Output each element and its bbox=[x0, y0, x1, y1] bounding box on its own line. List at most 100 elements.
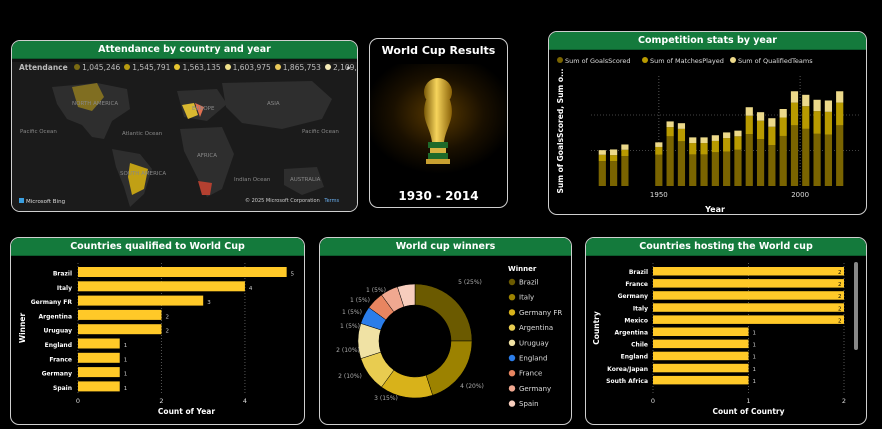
legend-next-icon[interactable]: ▸ bbox=[347, 63, 351, 72]
attendance-legend-value: 2,109,723 bbox=[332, 63, 357, 72]
competition-legend-label: Sum of MatchesPlayed bbox=[650, 57, 724, 65]
bar-x-axis-label: Count of Country bbox=[712, 407, 784, 416]
bing-logo: Microsoft Bing bbox=[19, 198, 65, 205]
bar bbox=[78, 381, 120, 392]
attendance-legend-value: 1,603,975 bbox=[232, 63, 271, 72]
winners-donut-chart[interactable]: 5 (25%) 4 (20%) 3 (15%) 2 (10%) 2 (10%) 1 (5%… bbox=[320, 256, 571, 424]
map-label: Atlantic Ocean bbox=[122, 131, 163, 137]
competition-legend-label: Sum of GoalsScored bbox=[565, 57, 631, 65]
competition-bar-segment bbox=[655, 142, 663, 147]
bar-y-axis-label: Country bbox=[592, 311, 601, 345]
map-copyright: © 2025 Microsoft Corporation Terms bbox=[245, 198, 339, 204]
attendance-legend-value: 1,045,246 bbox=[82, 63, 121, 72]
donut-legend-dot-icon bbox=[508, 385, 516, 392]
bar-value-label: 2 bbox=[838, 306, 842, 312]
competition-bar-segment bbox=[677, 123, 686, 129]
donut-slice-label: 3 (15%) bbox=[374, 395, 398, 402]
competition-bar-segment bbox=[756, 139, 765, 186]
bar-category-label: Brazil bbox=[53, 271, 72, 278]
bar bbox=[78, 324, 162, 335]
bar bbox=[653, 351, 749, 361]
competition-bar-segment bbox=[824, 134, 832, 186]
map-label: EUROPE bbox=[192, 106, 215, 112]
qualified-chart[interactable]: Brazil 5 Italy 4 Germany FR 3 Argentina 2 Urugua… bbox=[11, 256, 304, 424]
competition-bar-segment bbox=[790, 91, 799, 103]
bar-category-label: Korea/Japan bbox=[607, 366, 648, 373]
competition-bar-segment bbox=[813, 99, 821, 112]
donut-slice-label: 1 (5%) bbox=[366, 287, 386, 294]
competition-bar-segment bbox=[745, 134, 753, 186]
bar bbox=[653, 267, 844, 276]
bar bbox=[78, 267, 287, 277]
bar-value-label: 1 bbox=[124, 357, 128, 363]
bar-category-label: Mexico bbox=[624, 317, 648, 324]
bar-x-tick: 4 bbox=[243, 397, 247, 405]
scrollbar[interactable] bbox=[854, 262, 858, 350]
trophy-image bbox=[370, 64, 507, 174]
donut-slice-label: 1 (5%) bbox=[350, 297, 370, 304]
competition-bar-segment bbox=[768, 118, 776, 127]
competition-bar-segment bbox=[610, 161, 618, 186]
attendance-legend-item: 1,545,791 bbox=[124, 63, 170, 72]
competition-bar-segment bbox=[802, 128, 810, 186]
bar bbox=[78, 295, 204, 306]
qualified-title: Countries qualified to World Cup bbox=[11, 238, 304, 256]
bar-x-tick: 2 bbox=[159, 397, 163, 405]
competition-bar-segment bbox=[598, 150, 606, 155]
bar bbox=[653, 291, 844, 300]
map-label: NORTH AMERICA bbox=[72, 101, 119, 107]
donut-legend-title: Winner bbox=[508, 265, 537, 273]
donut-legend-label: Germany FR bbox=[519, 309, 562, 317]
competition-bar-segment bbox=[598, 161, 606, 186]
attendance-legend-value: 1,865,753 bbox=[282, 63, 321, 72]
competition-bar-segment bbox=[711, 152, 719, 186]
competition-x-tick: 2000 bbox=[791, 191, 809, 199]
map-area[interactable]: Attendance 1,045,246 1,545,791 1,563,135 1,… bbox=[12, 59, 357, 211]
competition-bar-segment bbox=[677, 141, 686, 186]
attendance-legend-items: 1,045,246 1,545,791 1,563,135 1,603,975 1,86… bbox=[70, 63, 357, 72]
bar bbox=[78, 367, 120, 378]
competition-bar-segment bbox=[689, 143, 697, 155]
map-label: ASIA bbox=[267, 101, 280, 107]
bar-value-label: 4 bbox=[249, 286, 253, 292]
bar-value-label: 2 bbox=[838, 270, 842, 276]
legend-dot-icon bbox=[324, 64, 331, 70]
bar-value-label: 2 bbox=[838, 294, 842, 300]
results-title: World Cup Results bbox=[381, 44, 496, 57]
competition-bar-segment bbox=[802, 94, 810, 107]
competition-bar-segment bbox=[768, 145, 776, 186]
competition-bar-segment bbox=[700, 154, 708, 186]
map-label: Indian Ocean bbox=[234, 177, 271, 183]
competition-bar-segment bbox=[756, 120, 765, 140]
attendance-legend-value: 1,563,135 bbox=[182, 63, 221, 72]
donut-legend-dot-icon bbox=[508, 294, 516, 301]
bar-category-label: Argentina bbox=[39, 313, 72, 320]
bar-category-label: Argentina bbox=[615, 330, 648, 337]
terms-link[interactable]: Terms bbox=[324, 198, 340, 204]
donut-legend-label: Uruguay bbox=[519, 339, 549, 347]
map-label: Pacific Ocean bbox=[302, 129, 339, 135]
attendance-card: Attendance by country and year Attendanc… bbox=[11, 40, 358, 212]
bar-value-label: 1 bbox=[753, 367, 757, 373]
competition-bar-segment bbox=[836, 91, 844, 103]
bar bbox=[653, 327, 749, 336]
competition-bar-segment bbox=[836, 102, 844, 126]
bar-x-tick: 1 bbox=[746, 397, 750, 405]
competition-chart[interactable]: Sum of GoalsScored Sum of MatchesPlayed Su… bbox=[549, 50, 866, 214]
competition-bar-segment bbox=[598, 154, 606, 162]
legend-dot-icon bbox=[174, 64, 181, 70]
competition-bar-segment bbox=[779, 135, 787, 186]
competition-bar-segment bbox=[745, 115, 753, 135]
legend-dot-icon bbox=[224, 64, 231, 70]
competition-bar-segment bbox=[734, 149, 742, 186]
competition-bar-segment bbox=[824, 100, 832, 112]
qualified-card: Countries qualified to World Cup Brazil 5… bbox=[10, 237, 305, 425]
attendance-legend-item: 2,109,723 bbox=[324, 63, 357, 72]
donut-slice-label: 4 (20%) bbox=[460, 383, 484, 390]
competition-bar-segment bbox=[621, 156, 629, 186]
bar bbox=[78, 281, 245, 292]
bar bbox=[653, 303, 844, 312]
hosting-chart[interactable]: Brazil 2 France 2 Germany 2 Italy 2 Mexico 2 Argen… bbox=[586, 256, 866, 424]
donut-legend-dot-icon bbox=[508, 354, 516, 362]
bar-value-label: 1 bbox=[753, 355, 757, 361]
